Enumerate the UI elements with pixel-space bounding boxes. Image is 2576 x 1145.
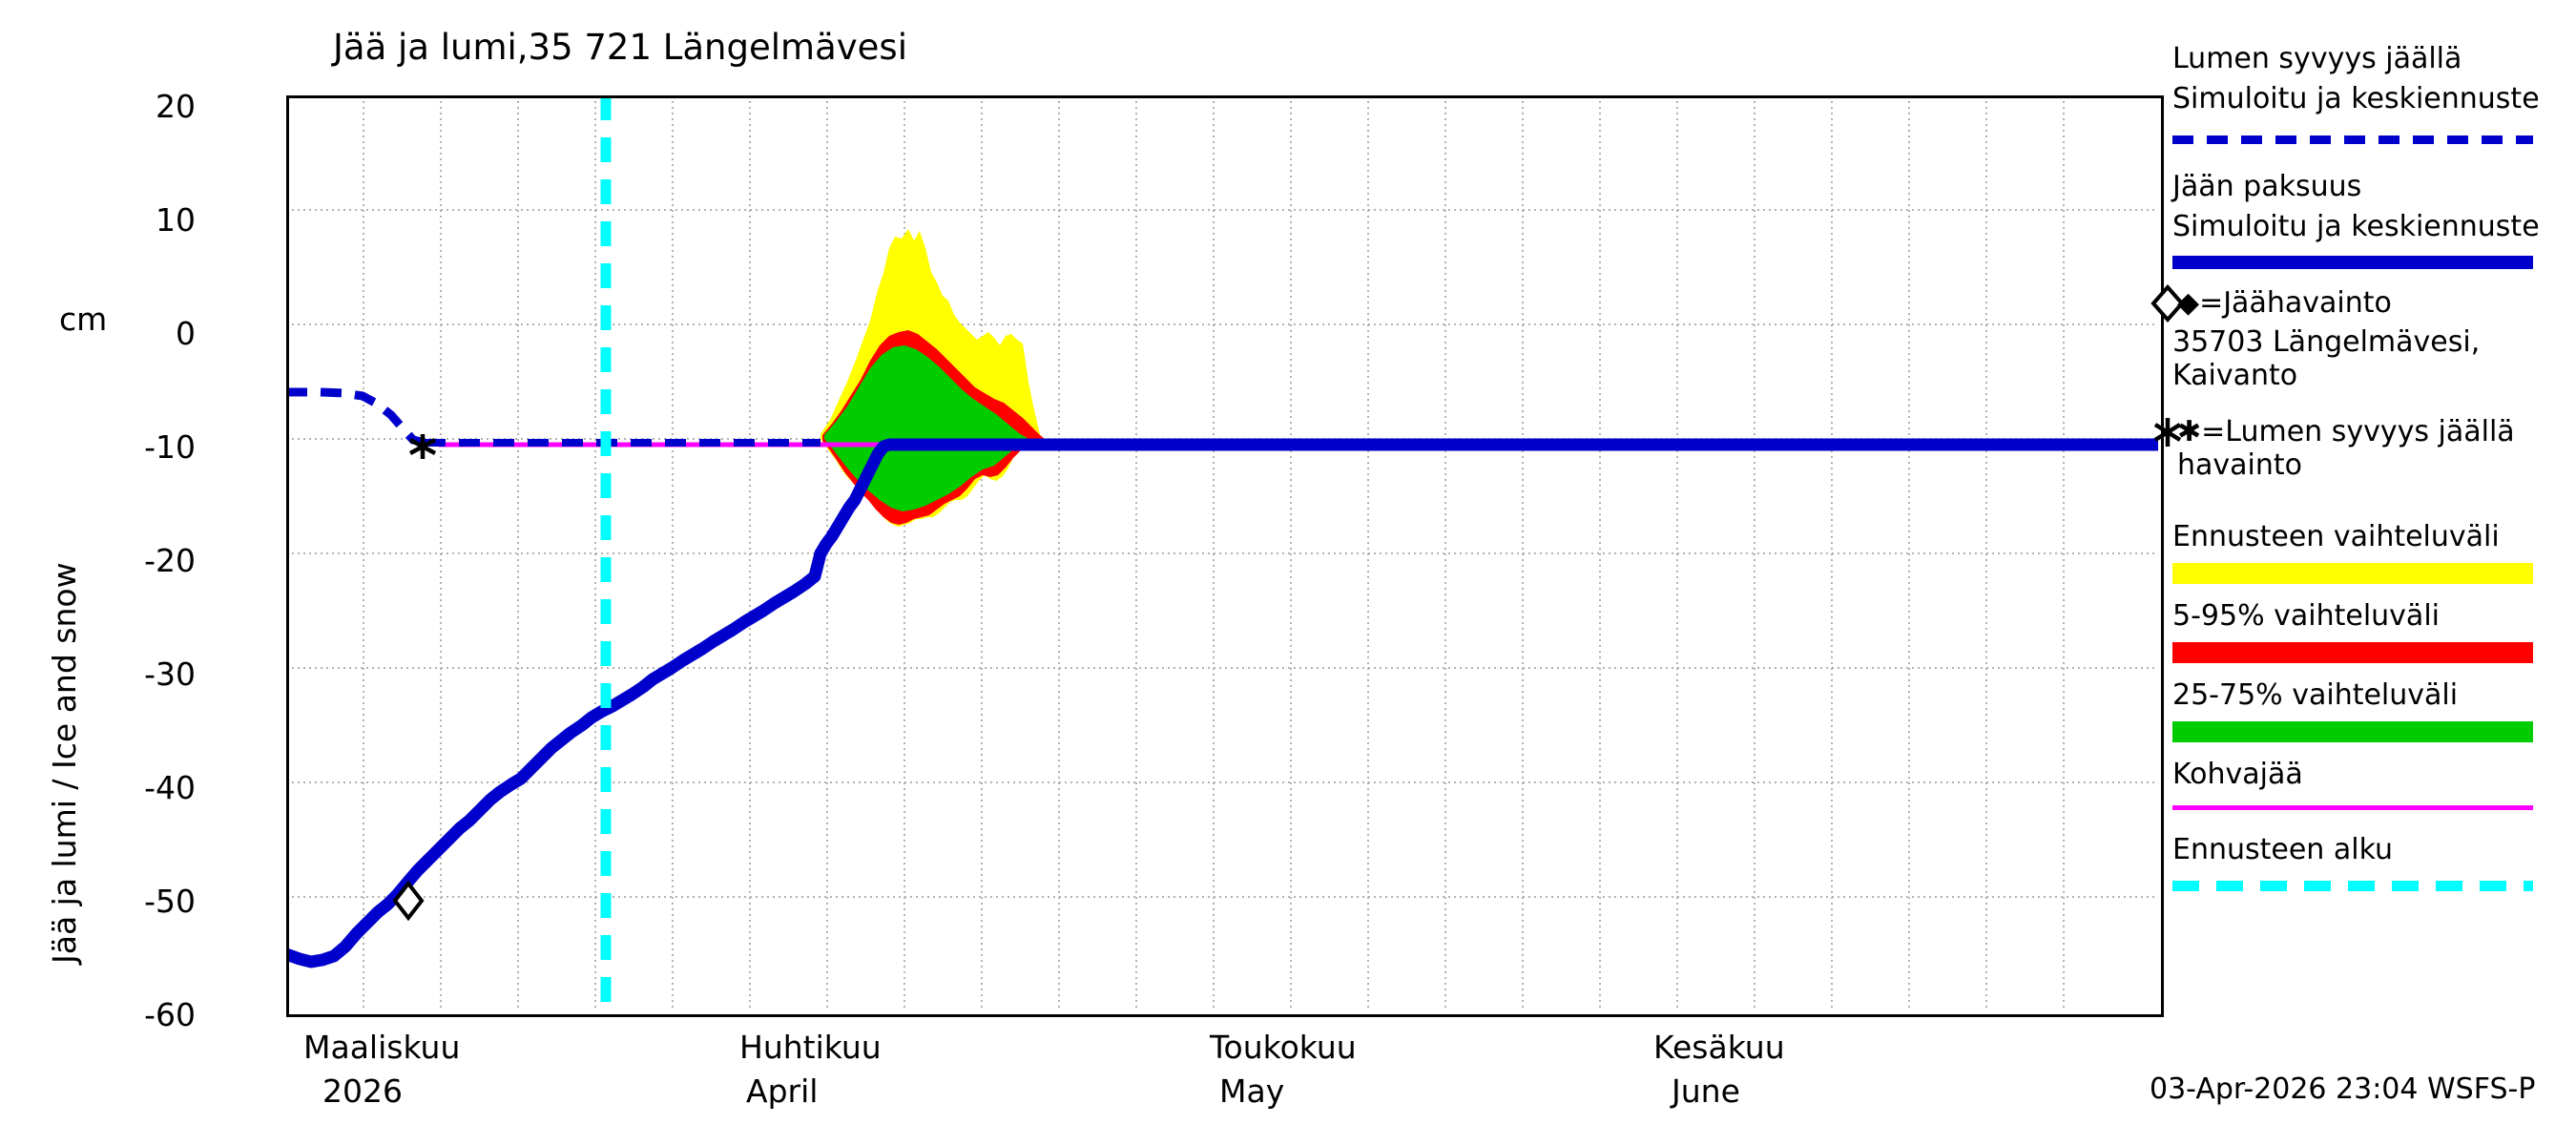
legend-label-forecast-range: Ennusteen vaihteluväli	[2172, 520, 2500, 553]
x-tick-label-en: May	[1219, 1072, 1285, 1110]
legend-label-ice-thickness-1: Jään paksuus	[2172, 170, 2362, 203]
plot-frame	[286, 95, 2164, 1017]
x-tick-label-fi: Maaliskuu	[303, 1029, 461, 1066]
x-tick-label-en: April	[746, 1072, 819, 1110]
legend-swatch-forecast-start	[2172, 881, 2533, 891]
y-tick-label: -50	[144, 883, 196, 920]
x-tick-label-fi: Kesäkuu	[1653, 1029, 1785, 1066]
y-tick-label: 20	[156, 88, 196, 125]
footer-timestamp: 03-Apr-2026 23:04 WSFS-P	[2150, 1072, 2536, 1106]
chart-plot	[286, 95, 2158, 1011]
legend-label-kohvajaa: Kohvajää	[2172, 758, 2303, 791]
legend-label-ice-observation-2: 35703 Längelmävesi, Kaivanto	[2172, 325, 2481, 392]
legend-swatch-range-25-75	[2172, 721, 2533, 742]
y-tick-label: -30	[144, 656, 196, 693]
legend-label-snow-depth-1: Lumen syvyys jäällä	[2172, 42, 2462, 75]
legend-swatch-range-5-95	[2172, 642, 2533, 663]
y-axis-label: Jää ja lumi / Ice and snow	[46, 562, 83, 964]
ice-observation-marker	[392, 880, 425, 922]
legend-label-range-25-75: 25-75% vaihteluväli	[2172, 678, 2459, 712]
x-tick-label-fi: Toukokuu	[1210, 1029, 1357, 1066]
legend-label-snow-observation: ✱=Lumen syvyys jäällä havainto	[2177, 415, 2515, 482]
legend-label-forecast-start: Ennusteen alku	[2172, 833, 2394, 866]
legend-diamond-icon	[2150, 284, 2185, 323]
y-tick-label: -20	[144, 542, 196, 579]
x-tick-label-en: 2026	[322, 1072, 403, 1110]
legend-label-ice-observation-1: ◆=Jäähavainto	[2177, 286, 2392, 320]
x-tick-label-fi: Huhtikuu	[739, 1029, 882, 1066]
legend-label-ice-thickness-2: Simuloitu ja keskiennuste	[2172, 210, 2540, 243]
y-tick-label: -10	[144, 428, 196, 466]
legend-swatch-kohvajaa	[2172, 805, 2533, 810]
ice-thickness-line	[286, 438, 2158, 968]
y-tick-label: -60	[144, 996, 196, 1033]
legend-swatch-snow-depth	[2172, 135, 2533, 144]
legend-asterisk-icon	[2153, 418, 2182, 447]
legend-label-range-5-95: 5-95% vaihteluväli	[2172, 599, 2440, 633]
snow-observation-marker	[408, 434, 437, 459]
y-axis-unit: cm	[59, 301, 108, 338]
y-tick-label: 10	[156, 201, 196, 239]
page-title: Jää ja lumi,35 721 Längelmävesi	[333, 27, 907, 68]
legend-label-snow-depth-2: Simuloitu ja keskiennuste	[2172, 82, 2540, 115]
y-tick-label: -40	[144, 769, 196, 806]
legend-swatch-forecast-range	[2172, 563, 2533, 584]
legend-swatch-ice-thickness	[2172, 256, 2533, 269]
snow-depth-line	[286, 387, 426, 448]
y-tick-label: 0	[176, 315, 196, 352]
x-tick-label-en: June	[1672, 1072, 1740, 1110]
